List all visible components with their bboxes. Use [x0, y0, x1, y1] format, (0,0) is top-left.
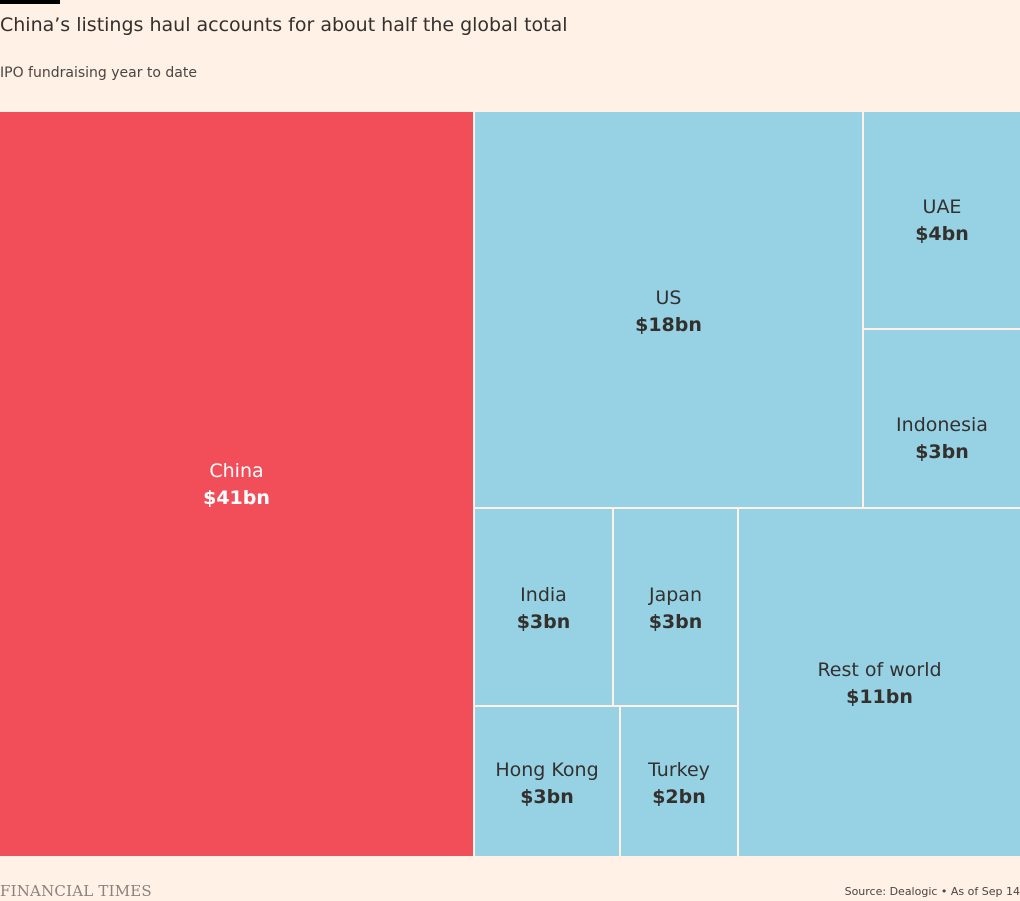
treemap-cell-uae: UAE $4bn — [864, 112, 1020, 330]
treemap-cell-name: Indonesia — [896, 414, 988, 436]
treemap-cell-value: $41bn — [203, 487, 270, 509]
treemap-label: China $41bn — [0, 458, 473, 512]
treemap-cell-name: Hong Kong — [495, 759, 599, 781]
treemap-cell-name: India — [520, 584, 567, 606]
treemap-label: India $3bn — [475, 582, 612, 636]
treemap-cell-hong-kong: Hong Kong $3bn — [475, 707, 621, 858]
treemap-cell-indonesia: Indonesia $3bn — [864, 330, 1020, 509]
treemap-cell-value: $11bn — [846, 686, 913, 708]
treemap-cell-name: US — [655, 287, 682, 309]
treemap-cell-name: UAE — [922, 196, 962, 218]
ft-brand-logo: FINANCIAL TIMES — [0, 882, 152, 900]
treemap-label: Hong Kong $3bn — [475, 757, 619, 811]
chart-title: China’s listings haul accounts for about… — [0, 14, 568, 36]
treemap-cell-china: China $41bn — [0, 112, 475, 858]
treemap-cell-turkey: Turkey $2bn — [621, 707, 739, 858]
treemap-label: US $18bn — [475, 285, 862, 339]
treemap-cell-us: US $18bn — [475, 112, 864, 509]
treemap-cell-value: $3bn — [648, 611, 703, 633]
treemap-label: UAE $4bn — [864, 194, 1020, 248]
treemap-label: Japan $3bn — [614, 582, 737, 636]
treemap-chart: China $41bn US $18bn UAE $4bn Indonesia $3bn Ind… — [0, 112, 1020, 858]
treemap-cell-name: Japan — [649, 584, 702, 606]
treemap-cell-india: India $3bn — [475, 509, 614, 707]
treemap-cell-value: $2bn — [652, 786, 706, 808]
treemap-cell-value: $4bn — [915, 223, 969, 245]
treemap-cell-value: $18bn — [635, 314, 702, 336]
treemap-cell-value: $3bn — [915, 441, 969, 463]
chart-subtitle: IPO fundraising year to date — [0, 65, 197, 81]
treemap-cell-name: Turkey — [648, 759, 710, 781]
treemap-cell-rest-of-world: Rest of world $11bn — [739, 509, 1020, 858]
brand-top-bar — [0, 0, 60, 4]
treemap-label: Rest of world $11bn — [739, 657, 1020, 711]
treemap-cell-name: Rest of world — [817, 659, 942, 681]
treemap-cell-value: $3bn — [516, 611, 571, 633]
treemap-cell-name: China — [209, 460, 264, 482]
treemap-cell-value: $3bn — [520, 786, 574, 808]
source-note: Source: Dealogic • As of Sep 14 — [844, 885, 1020, 898]
treemap-cell-japan: Japan $3bn — [614, 509, 739, 707]
treemap-label: Turkey $2bn — [621, 757, 737, 811]
treemap-label: Indonesia $3bn — [864, 412, 1020, 466]
